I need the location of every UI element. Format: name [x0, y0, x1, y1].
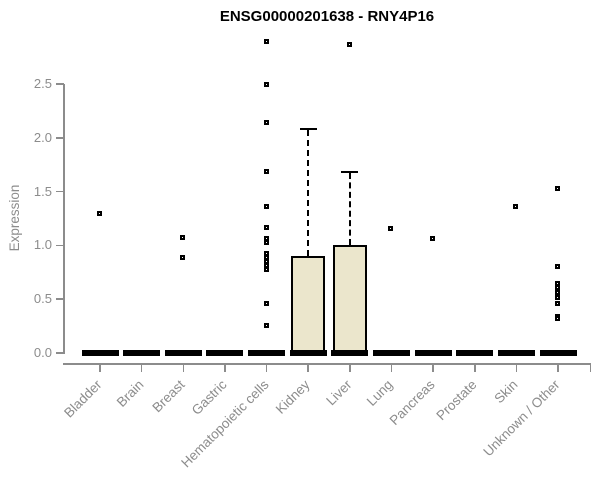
- median-bar: [331, 350, 369, 356]
- x-axis-line: [63, 363, 591, 365]
- outlier-point: [263, 169, 269, 175]
- median-bar: [497, 350, 535, 356]
- whisker-cap: [299, 128, 317, 131]
- median-bar: [372, 350, 410, 356]
- chart-title: ENSG00000201638 - RNY4P16: [219, 8, 435, 25]
- median-bar: [248, 350, 286, 356]
- y-tick: [56, 352, 64, 354]
- outlier-point: [555, 263, 561, 269]
- outlier-point: [555, 295, 561, 301]
- y-tick-label: 1.0: [33, 237, 52, 253]
- outlier-point: [263, 267, 269, 273]
- median-bar: [414, 350, 452, 356]
- x-tick: [307, 363, 309, 372]
- y-tick: [56, 190, 64, 193]
- y-tick: [56, 244, 64, 247]
- y-tick-label: 0.5: [33, 291, 52, 307]
- outlier-point: [555, 285, 561, 291]
- outlier-point: [263, 39, 269, 45]
- median-bar: [123, 350, 161, 356]
- outlier-point: [555, 289, 561, 295]
- outlier-point: [263, 300, 269, 306]
- outlier-point: [263, 82, 269, 88]
- x-tick: [182, 363, 185, 372]
- median-bar: [456, 350, 494, 356]
- y-tick-label: 0.0: [33, 345, 52, 360]
- y-tick: [56, 137, 64, 139]
- x-tick: [474, 363, 476, 372]
- outlier-point: [180, 255, 186, 261]
- box: [332, 245, 367, 356]
- outlier-point: [263, 323, 269, 329]
- x-tick: [557, 363, 559, 372]
- outlier-point: [263, 262, 269, 268]
- outlier-point: [263, 225, 269, 231]
- median-bar: [289, 350, 327, 356]
- y-tick-label: 2.5: [33, 76, 52, 91]
- median-bar: [81, 350, 119, 356]
- outlier-point: [555, 315, 561, 321]
- outlier-point: [263, 251, 269, 256]
- outlier-point: [263, 258, 269, 264]
- outlier-point: [513, 203, 519, 209]
- x-tick: [224, 363, 226, 372]
- median-bar: [164, 350, 202, 356]
- outlier-point: [263, 119, 269, 125]
- x-tick: [432, 363, 434, 372]
- y-tick-label: 2.0: [33, 129, 52, 145]
- y-axis-line: [63, 84, 65, 354]
- whisker-cap: [341, 171, 359, 174]
- whisker-line: [348, 173, 351, 246]
- x-axis-end-tick: [589, 363, 591, 372]
- box: [291, 256, 326, 356]
- y-tick-label: 1.5: [33, 183, 52, 199]
- outlier-point: [263, 235, 269, 241]
- outlier-point: [263, 203, 269, 209]
- y-tick: [56, 298, 64, 300]
- outlier-point: [180, 234, 186, 240]
- outlier-point: [263, 255, 269, 261]
- y-tick: [56, 83, 64, 85]
- median-bar: [206, 350, 244, 356]
- outlier-point: [346, 42, 352, 48]
- x-tick: [349, 363, 351, 372]
- x-tick: [265, 363, 268, 372]
- median-bar: [539, 350, 577, 356]
- outlier-point: [555, 186, 561, 192]
- whisker-line: [307, 130, 310, 257]
- x-tick: [515, 363, 518, 372]
- outlier-point: [263, 240, 269, 246]
- outlier-point: [430, 235, 436, 241]
- outlier-point: [97, 211, 102, 217]
- outlier-point: [555, 281, 561, 287]
- outlier-point: [388, 226, 394, 232]
- outlier-point: [555, 300, 561, 306]
- x-tick: [99, 363, 101, 372]
- x-tick: [390, 363, 393, 372]
- x-tick: [140, 363, 143, 372]
